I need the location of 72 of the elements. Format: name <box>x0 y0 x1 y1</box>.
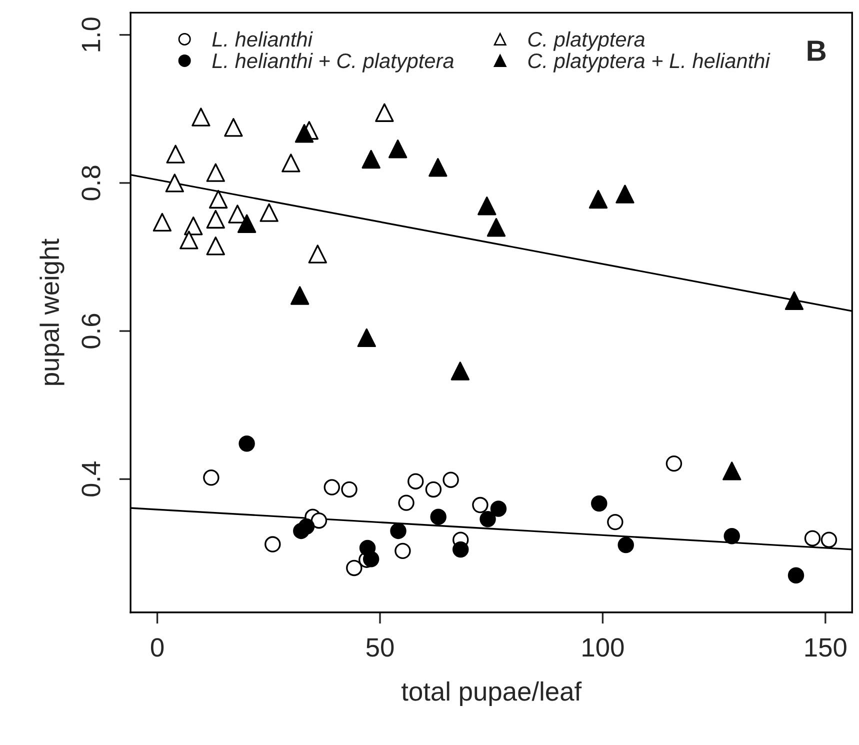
point <box>282 154 300 172</box>
point <box>294 124 314 143</box>
point <box>784 291 804 310</box>
point <box>820 532 838 548</box>
legend-label: C. platyptera + L. helianthi <box>528 52 770 72</box>
point <box>298 518 315 535</box>
point <box>324 479 340 496</box>
point <box>166 144 185 164</box>
point <box>486 218 506 237</box>
point <box>616 184 634 204</box>
x-tick-label: 100 <box>582 638 624 657</box>
point <box>224 118 243 137</box>
x-tick-label: 0 <box>150 638 164 657</box>
legend-label: L. helianthi + C. platyptera <box>212 52 454 72</box>
point <box>375 103 394 122</box>
y-tick-label: 0.4 <box>82 462 100 496</box>
point <box>192 108 210 126</box>
point <box>290 286 310 305</box>
point <box>452 541 469 558</box>
legend-label: C. platyptera <box>528 31 645 51</box>
point <box>390 522 406 540</box>
x-tick-label: 50 <box>366 638 394 657</box>
point <box>450 362 470 380</box>
point <box>165 174 184 192</box>
point <box>607 514 624 530</box>
point <box>206 236 225 256</box>
y-tick-label: 1.0 <box>82 18 100 52</box>
point <box>308 244 327 264</box>
point <box>591 495 608 512</box>
x-tick-label: 150 <box>805 638 846 657</box>
x-axis-title: total pupae/leaf <box>402 681 582 706</box>
point <box>666 455 682 472</box>
point <box>394 542 411 560</box>
point <box>480 510 496 528</box>
point <box>442 472 459 488</box>
point <box>722 462 742 480</box>
point <box>804 530 821 546</box>
point <box>206 210 225 229</box>
point <box>184 216 203 236</box>
point <box>428 158 448 177</box>
point <box>341 481 358 498</box>
point <box>724 528 740 544</box>
point <box>180 230 198 250</box>
point <box>346 560 362 576</box>
point <box>398 494 414 511</box>
y-tick-label: 0.6 <box>82 314 100 348</box>
point <box>618 536 634 554</box>
point <box>388 140 408 158</box>
point <box>203 470 220 486</box>
point <box>357 328 376 348</box>
point <box>490 500 507 517</box>
point <box>425 481 442 498</box>
legend-label: L. helianthi <box>212 31 313 47</box>
point <box>362 550 380 568</box>
point <box>430 508 446 525</box>
point <box>472 496 488 514</box>
point <box>588 190 608 209</box>
y-axis-title: pupal weight <box>40 238 64 385</box>
point <box>408 473 424 490</box>
point <box>788 567 804 584</box>
point <box>208 190 228 209</box>
point <box>310 512 328 529</box>
point <box>152 212 172 232</box>
point <box>478 196 496 216</box>
y-tick-label: 0.8 <box>82 166 100 200</box>
point <box>362 150 380 169</box>
point <box>260 203 278 222</box>
point <box>237 214 256 234</box>
point <box>264 536 281 552</box>
annotation: B <box>808 40 826 61</box>
point <box>206 163 225 182</box>
point <box>238 435 255 452</box>
